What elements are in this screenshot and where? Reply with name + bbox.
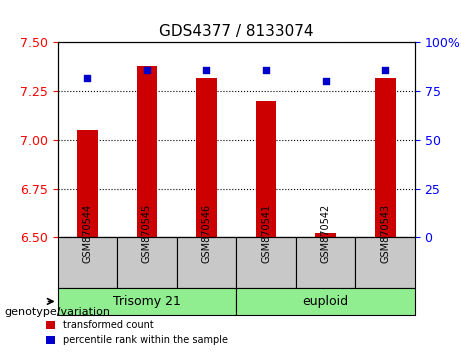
Point — [203, 67, 210, 73]
FancyBboxPatch shape — [296, 237, 355, 288]
Text: GSM870542: GSM870542 — [320, 204, 331, 263]
Point — [262, 67, 270, 73]
FancyBboxPatch shape — [58, 237, 117, 288]
Point — [381, 67, 389, 73]
Bar — [255, 101, 277, 237]
Text: GSM870541: GSM870541 — [261, 204, 271, 263]
Bar — [375, 78, 396, 237]
Point — [322, 79, 329, 84]
FancyBboxPatch shape — [58, 288, 236, 315]
Point — [143, 67, 151, 73]
Text: GSM870545: GSM870545 — [142, 204, 152, 263]
Bar — [136, 66, 157, 237]
Bar — [77, 130, 98, 237]
FancyBboxPatch shape — [236, 288, 415, 315]
FancyBboxPatch shape — [236, 237, 296, 288]
Text: genotype/variation: genotype/variation — [5, 307, 111, 316]
FancyBboxPatch shape — [177, 237, 236, 288]
Bar — [196, 78, 217, 237]
Bar — [315, 233, 336, 237]
Text: Trisomy 21: Trisomy 21 — [113, 295, 181, 308]
Legend: transformed count, percentile rank within the sample: transformed count, percentile rank withi… — [42, 316, 232, 349]
FancyBboxPatch shape — [355, 237, 415, 288]
FancyBboxPatch shape — [117, 237, 177, 288]
Text: euploid: euploid — [302, 295, 349, 308]
Title: GDS4377 / 8133074: GDS4377 / 8133074 — [159, 23, 313, 39]
Text: GSM870544: GSM870544 — [83, 204, 92, 263]
Point — [84, 75, 91, 80]
Text: GSM870543: GSM870543 — [380, 204, 390, 263]
Text: GSM870546: GSM870546 — [201, 204, 212, 263]
